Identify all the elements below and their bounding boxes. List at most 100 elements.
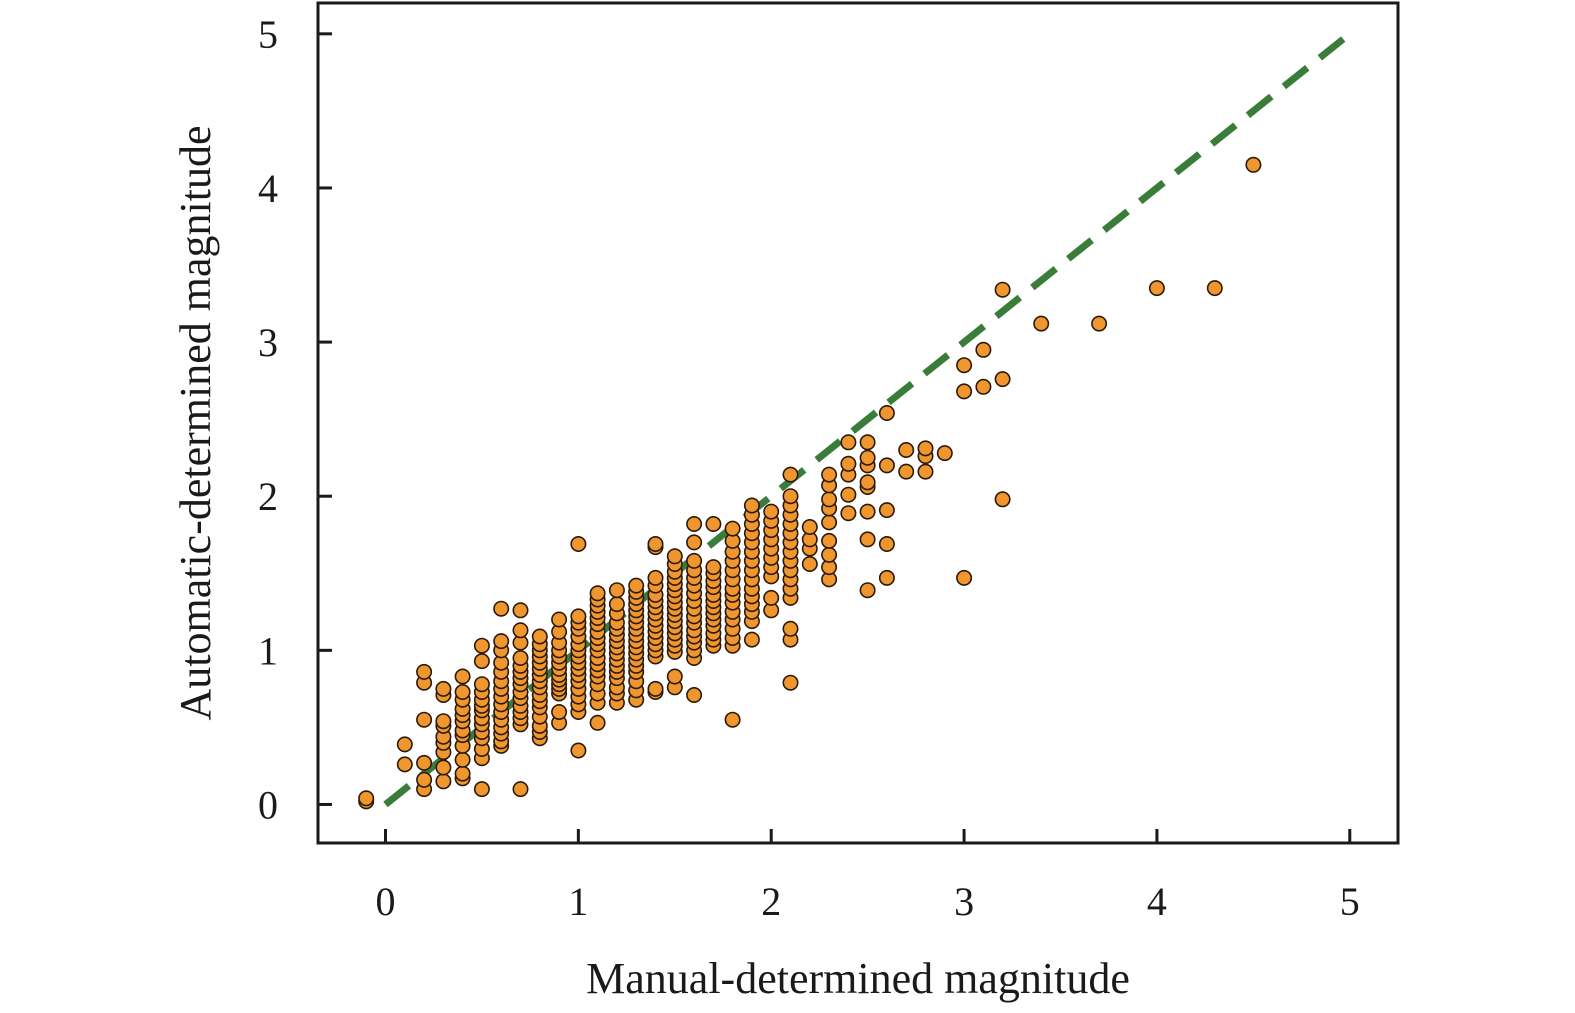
data-point [840,455,857,472]
data-point [956,383,973,400]
y-axis-ticks: 0 1 2 3 4 5 [258,12,332,827]
data-point [416,663,433,680]
data-point [454,751,471,768]
y-tick-label: 3 [258,320,278,365]
data-point [512,649,529,666]
data-point [878,535,895,552]
identity-reference-line [383,31,1352,808]
data-point [917,463,934,480]
data-point [1148,280,1165,297]
data-point [956,569,973,586]
y-axis-title: Automatic-determined magnitude [171,125,220,720]
data-point [473,637,490,654]
y-tick-label: 4 [258,166,278,211]
data-point [782,466,799,483]
data-point [878,569,895,586]
data-point [686,686,703,703]
data-point [686,534,703,551]
data-point [878,502,895,519]
data-point [801,518,818,535]
data-point [743,497,760,514]
y-tick-label: 1 [258,628,278,673]
data-point [435,759,452,776]
data-point [994,281,1011,298]
data-point [763,589,780,606]
data-point [782,620,799,637]
data-point [358,790,375,807]
data-points-layer [358,156,1262,810]
data-point [724,520,741,537]
data-point [840,434,857,451]
data-point [396,736,413,753]
data-point [435,680,452,697]
data-point [570,742,587,759]
data-point [1091,315,1108,332]
data-point [666,548,683,565]
data-point [917,440,934,457]
data-point [473,653,490,670]
data-point [994,491,1011,508]
data-point [454,668,471,685]
data-point [994,371,1011,388]
data-point [1033,315,1050,332]
data-point [647,680,664,697]
data-point [647,569,664,586]
data-point [512,781,529,798]
data-point [859,474,876,491]
data-point [801,555,818,572]
data-point [878,404,895,421]
data-point [608,596,625,613]
y-tick-label: 5 [258,12,278,57]
data-point [435,713,452,730]
x-tick-label: 2 [761,879,781,924]
data-point [821,514,838,531]
plot-frame [316,1,1400,845]
data-point [628,577,645,594]
data-point [898,463,915,480]
data-point [589,714,606,731]
data-point [821,532,838,549]
data-point [936,445,953,462]
data-point [493,633,510,650]
data-point [435,773,452,790]
x-axis-title: Manual-determined magnitude [586,954,1130,1003]
data-point [859,531,876,548]
data-point [570,608,587,625]
data-point [551,703,568,720]
data-point [416,754,433,771]
data-point [975,378,992,395]
data-point [570,535,587,552]
x-axis-ticks: 0 1 2 3 4 5 [376,829,1360,924]
x-tick-label: 1 [568,879,588,924]
data-point [840,505,857,522]
data-point [821,546,838,563]
data-point [859,449,876,466]
data-point [763,503,780,520]
x-tick-label: 4 [1147,879,1167,924]
x-tick-label: 3 [954,879,974,924]
y-tick-label: 0 [258,782,278,827]
data-point [531,628,548,645]
x-tick-label: 5 [1340,879,1360,924]
data-point [821,491,838,508]
data-point [512,602,529,619]
data-point [686,515,703,532]
data-point [956,357,973,374]
data-point [840,486,857,503]
data-point [551,611,568,628]
data-point [859,582,876,599]
data-point [686,552,703,569]
data-point [589,585,606,602]
data-point [705,515,722,532]
data-point [821,466,838,483]
data-point [724,711,741,728]
data-point [859,434,876,451]
reference-line-layer [383,31,1352,808]
data-point [782,674,799,691]
data-point [647,535,664,552]
data-point [473,676,490,693]
data-point [743,631,760,648]
y-tick-label: 2 [258,474,278,519]
data-point [898,441,915,458]
